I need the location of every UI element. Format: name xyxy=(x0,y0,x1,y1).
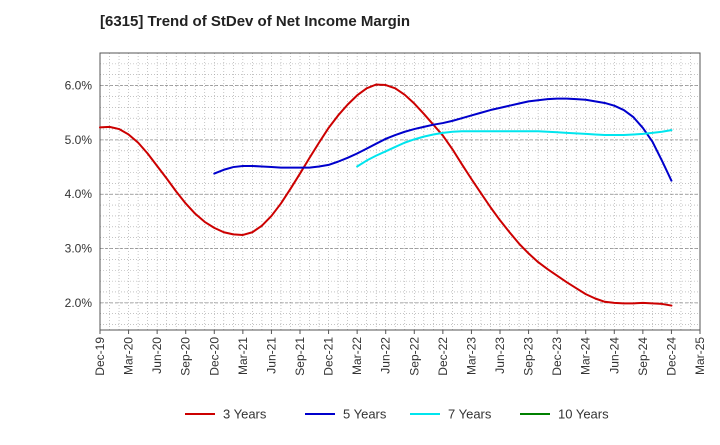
plot-area xyxy=(100,53,700,330)
chart-title: [6315] Trend of StDev of Net Income Marg… xyxy=(100,13,411,30)
x-tick-label: Jun-24 xyxy=(607,337,621,374)
x-tick-label: Mar-23 xyxy=(464,337,478,375)
x-tick-label: Jun-21 xyxy=(264,337,278,374)
x-tick-label: Dec-19 xyxy=(93,337,107,376)
x-tick-label: Dec-24 xyxy=(664,337,678,376)
x-tick-label: Sep-20 xyxy=(179,337,193,376)
y-tick-label: 2.0% xyxy=(65,296,93,310)
x-tick-label: Jun-20 xyxy=(150,337,164,374)
x-tick-label: Dec-21 xyxy=(322,337,336,376)
legend-label: 5 Years xyxy=(343,407,387,422)
x-tick-label: Sep-23 xyxy=(522,337,536,376)
y-tick-label: 5.0% xyxy=(65,133,93,147)
x-tick-label: Sep-21 xyxy=(293,337,307,376)
x-tick-label: Mar-20 xyxy=(122,337,136,375)
legend-label: 7 Years xyxy=(448,407,492,422)
x-tick-label: Sep-24 xyxy=(636,337,650,376)
y-tick-label: 6.0% xyxy=(65,79,93,93)
series-line-3-years xyxy=(99,83,673,307)
x-tick-label: Mar-22 xyxy=(350,337,364,375)
x-tick-label: Sep-22 xyxy=(407,337,421,376)
x-tick-label: Mar-24 xyxy=(579,337,593,375)
x-tick-label: Jun-22 xyxy=(379,337,393,374)
x-tick-label: Mar-21 xyxy=(236,337,250,375)
series-line-7-years xyxy=(356,129,673,168)
x-tick-label: Jun-23 xyxy=(493,337,507,374)
legend-label: 10 Years xyxy=(558,407,609,422)
x-tick-label: Mar-25 xyxy=(693,337,707,375)
y-tick-label: 4.0% xyxy=(65,187,93,201)
x-tick-label: Dec-20 xyxy=(207,337,221,376)
legend-label: 3 Years xyxy=(223,407,267,422)
series-line-5-years xyxy=(213,97,673,182)
x-tick-label: Dec-23 xyxy=(550,337,564,376)
x-tick-label: Dec-22 xyxy=(436,337,450,376)
plot-border xyxy=(99,52,701,331)
y-tick-label: 3.0% xyxy=(65,242,93,256)
